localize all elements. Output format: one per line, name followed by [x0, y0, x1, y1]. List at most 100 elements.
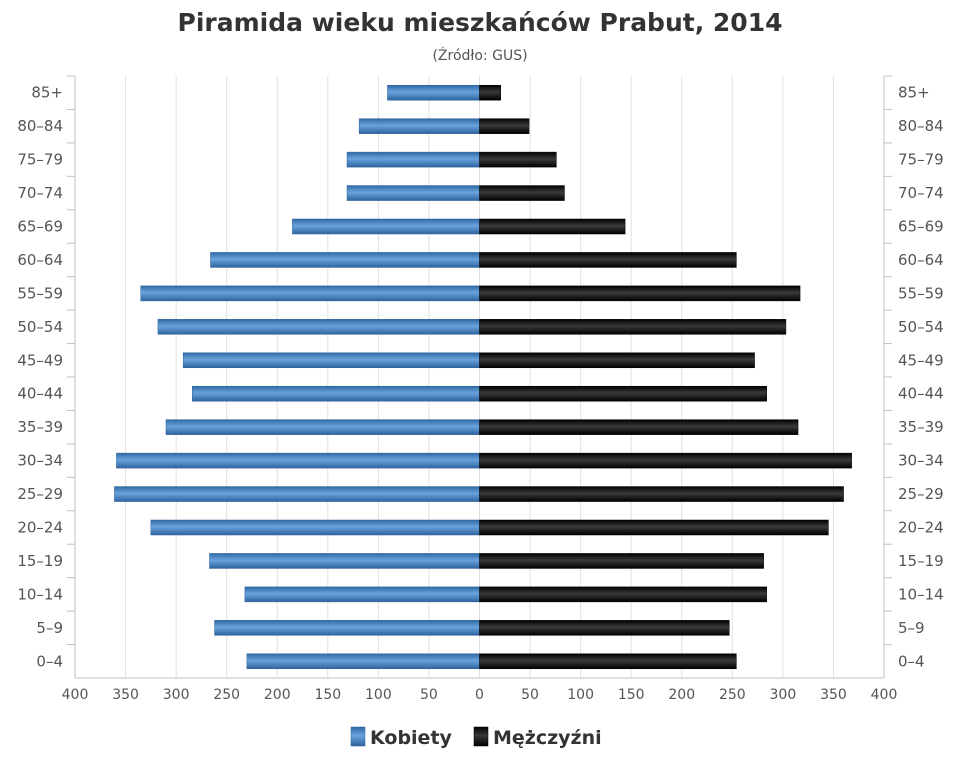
bar-kobiety-70–74[interactable] — [346, 185, 480, 201]
x-tick-label: 250 — [213, 687, 240, 703]
axes-group: 0–4 0–4 5–9 5–9 10–14 10–14 15–19 15–19 20–24 20–… — [17, 75, 944, 703]
x-tick-label: 400 — [62, 687, 89, 703]
category-label-right: 30–34 — [898, 452, 944, 470]
category-label-right: 0–4 — [898, 652, 925, 670]
x-tick-label: 350 — [820, 687, 847, 703]
category-label-left: 70–74 — [17, 184, 63, 202]
category-label-right: 40–44 — [898, 385, 944, 403]
category-label-left: 65–69 — [17, 218, 63, 236]
legend-swatch-kobiety[interactable] — [350, 726, 366, 747]
bar-kobiety-35–39[interactable] — [165, 419, 480, 435]
bar-mezczyzni-30–34[interactable] — [479, 452, 852, 469]
chart-subtitle: (Źródło: GUS) — [432, 46, 527, 64]
bar-kobiety-40–44[interactable] — [192, 385, 480, 402]
category-label-right: 20–24 — [898, 519, 944, 537]
category-label-right: 50–54 — [898, 318, 944, 336]
x-tick-label: 400 — [871, 687, 898, 703]
bar-mezczyzni-80–84[interactable] — [479, 118, 530, 134]
x-tick-label: 0 — [475, 687, 484, 703]
x-tick-label: 200 — [668, 687, 695, 703]
x-tick-label: 300 — [770, 687, 797, 703]
x-tick-label: 350 — [112, 687, 139, 703]
category-label-right: 65–69 — [898, 218, 944, 236]
category-label-right: 35–39 — [898, 418, 944, 436]
category-label-left: 15–19 — [17, 552, 63, 570]
x-tick-label: 150 — [314, 687, 341, 703]
category-label-right: 85+ — [898, 84, 930, 102]
category-label-left: 60–64 — [17, 251, 63, 269]
category-label-right: 15–19 — [898, 552, 944, 570]
category-label-left: 0–4 — [36, 652, 63, 670]
bar-kobiety-45–49[interactable] — [182, 352, 480, 369]
category-label-left: 35–39 — [17, 418, 63, 436]
category-label-left: 20–24 — [17, 519, 63, 537]
category-label-right: 55–59 — [898, 284, 944, 302]
bar-kobiety-10–14[interactable] — [244, 586, 480, 603]
category-label-left: 80–84 — [17, 117, 63, 135]
category-label-left: 10–14 — [17, 585, 63, 603]
bar-kobiety-55–59[interactable] — [140, 285, 480, 302]
bar-mezczyzni-45–49[interactable] — [479, 352, 755, 369]
legend[interactable]: Kobiety Mężczyźni — [350, 726, 602, 749]
category-label-left: 55–59 — [17, 284, 63, 302]
category-label-right: 5–9 — [898, 619, 925, 637]
category-label-left: 5–9 — [36, 619, 63, 637]
legend-label-kobiety[interactable]: Kobiety — [370, 727, 453, 749]
category-label-left: 85+ — [31, 84, 63, 102]
category-label-left: 75–79 — [17, 151, 63, 169]
category-label-right: 80–84 — [898, 117, 944, 135]
bar-kobiety-0–4[interactable] — [246, 653, 480, 670]
bar-mezczyzni-0–4[interactable] — [479, 653, 737, 670]
legend-label-mezczyzni[interactable]: Mężczyźni — [493, 727, 602, 749]
category-label-right: 10–14 — [898, 585, 944, 603]
bar-mezczyzni-55–59[interactable] — [479, 285, 801, 302]
category-label-left: 40–44 — [17, 385, 63, 403]
bar-mezczyzni-65–69[interactable] — [479, 218, 626, 235]
chart-title: Piramida wieku mieszkańców Prabut, 2014 — [178, 8, 783, 37]
bar-mezczyzni-60–64[interactable] — [479, 252, 737, 268]
x-tick-label: 100 — [567, 687, 594, 703]
bars-group — [114, 84, 852, 670]
category-label-left: 25–29 — [17, 485, 63, 503]
bar-kobiety-20–24[interactable] — [150, 519, 480, 536]
bar-kobiety-5–9[interactable] — [214, 620, 480, 636]
x-tick-label: 100 — [365, 687, 392, 703]
category-label-left: 45–49 — [17, 351, 63, 369]
category-label-right: 70–74 — [898, 184, 944, 202]
bar-kobiety-15–19[interactable] — [209, 553, 480, 569]
bar-mezczyzni-20–24[interactable] — [479, 519, 829, 536]
bar-kobiety-75–79[interactable] — [346, 151, 480, 168]
bar-mezczyzni-40–44[interactable] — [479, 385, 767, 402]
category-label-left: 50–54 — [17, 318, 63, 336]
bar-kobiety-25–29[interactable] — [114, 486, 480, 502]
x-tick-label: 300 — [163, 687, 190, 703]
category-label-right: 60–64 — [898, 251, 944, 269]
bar-kobiety-60–64[interactable] — [210, 252, 480, 268]
category-label-right: 25–29 — [898, 485, 944, 503]
x-tick-label: 50 — [521, 687, 539, 703]
bar-mezczyzni-75–79[interactable] — [479, 151, 557, 168]
bar-mezczyzni-15–19[interactable] — [479, 553, 764, 569]
category-label-left: 30–34 — [17, 452, 63, 470]
bar-kobiety-50–54[interactable] — [157, 319, 480, 335]
grid-lines — [125, 76, 834, 678]
legend-swatch-mezczyzni[interactable] — [473, 726, 489, 747]
bar-kobiety-85+[interactable] — [387, 84, 480, 101]
category-label-right: 45–49 — [898, 351, 944, 369]
bar-mezczyzni-10–14[interactable] — [479, 586, 767, 603]
bar-mezczyzni-35–39[interactable] — [479, 419, 799, 435]
bar-mezczyzni-25–29[interactable] — [479, 486, 844, 502]
bar-kobiety-30–34[interactable] — [116, 452, 480, 469]
bar-mezczyzni-5–9[interactable] — [479, 620, 730, 636]
bar-kobiety-80–84[interactable] — [358, 118, 480, 134]
bar-mezczyzni-85+[interactable] — [479, 84, 501, 101]
x-tick-label: 250 — [719, 687, 746, 703]
bar-mezczyzni-70–74[interactable] — [479, 185, 565, 201]
category-label-right: 75–79 — [898, 151, 944, 169]
x-tick-label: 150 — [618, 687, 645, 703]
bar-mezczyzni-50–54[interactable] — [479, 319, 787, 335]
x-tick-label: 50 — [420, 687, 438, 703]
bar-kobiety-65–69[interactable] — [292, 218, 480, 235]
x-tick-label: 200 — [264, 687, 291, 703]
